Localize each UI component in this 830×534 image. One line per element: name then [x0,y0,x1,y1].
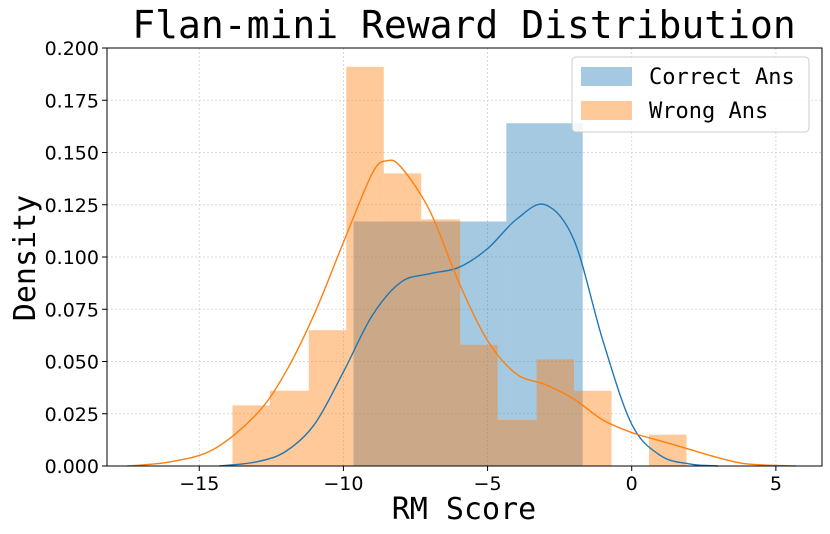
y-tick-label: 0.075 [45,299,99,321]
y-tick-label: 0.200 [45,38,99,60]
bar-wrong [574,390,612,466]
bar-wrong [269,390,309,466]
x-tick-label: 5 [770,473,782,495]
x-tick-label: −15 [179,473,219,495]
bar-correct [506,123,583,467]
legend-swatch-correct [581,67,632,86]
x-tick-label: −5 [474,473,502,495]
y-tick-label: 0.150 [45,143,99,165]
x-axis-label: RM Score [392,492,537,527]
bar-wrong [460,344,498,466]
bar-wrong [383,173,422,466]
kde-curves [127,159,797,467]
kde-line-wrong [127,159,797,467]
bar-wrong [497,420,537,466]
bar-wrong [536,359,575,466]
y-tick-label: 0.175 [45,90,99,112]
bars [232,66,687,467]
legend: Correct Ans Wrong Ans [571,56,810,133]
bar-wrong [421,219,461,466]
y-tick-label: 0.025 [45,404,99,426]
grid [107,47,822,467]
legend-label-wrong: Wrong Ans [649,99,768,124]
y-tick-label: 0.125 [45,195,99,217]
y-axis-label: Density [8,195,43,321]
legend-label-correct: Correct Ans [649,65,795,90]
bar-wrong [346,66,384,466]
bar-correct [353,221,507,466]
legend-frame [571,56,810,133]
chart-title: Flan-mini Reward Distribution [132,3,795,47]
y-tick-label: 0.100 [45,247,99,269]
legend-swatch-wrong [581,101,632,120]
kde-line-correct [219,203,719,467]
bar-wrong [232,405,270,466]
bar-wrong [308,330,347,466]
ticks: −15 −10 −5 0 5 0.000 0.025 0.050 0.075 0.100 0.125… [45,38,782,495]
x-tick-label: −10 [323,473,363,495]
y-tick-label: 0.050 [45,352,99,374]
y-tick-label: 0.000 [45,456,99,478]
x-tick-label: 0 [626,473,638,495]
